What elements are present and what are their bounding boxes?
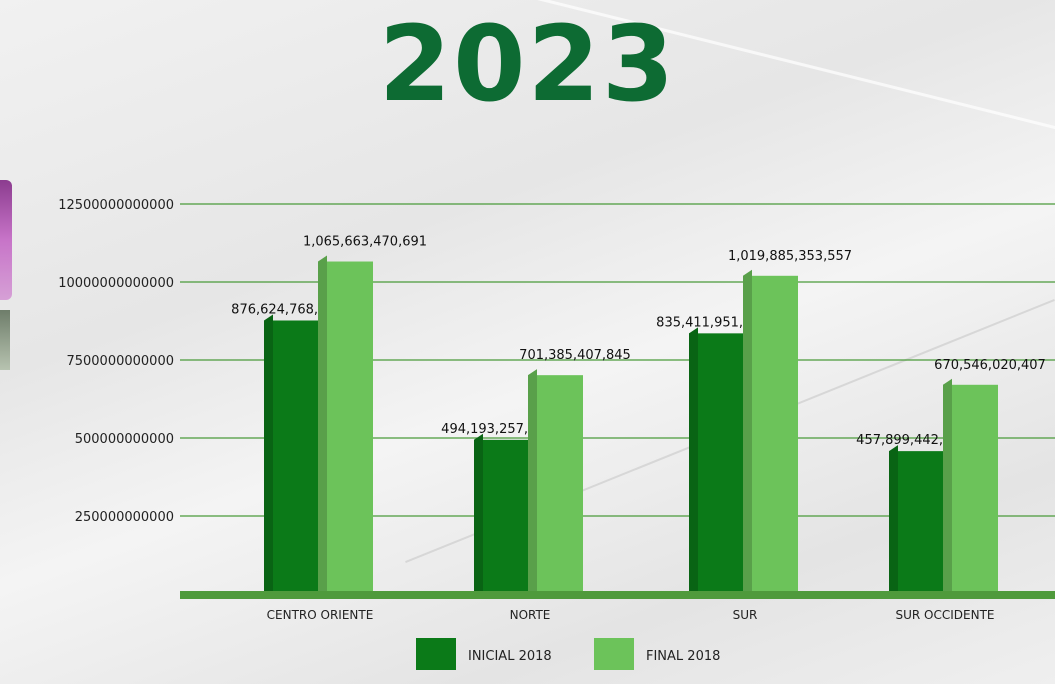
- legend-label: FINAL 2018: [646, 649, 720, 664]
- data-label: 1,065,663,470,691: [303, 235, 427, 250]
- legend-label: INICIAL 2018: [468, 649, 552, 664]
- x-category-label: CENTRO ORIENTE: [267, 608, 374, 622]
- bar-inicial: [689, 333, 744, 594]
- bar-inicial: [889, 451, 944, 594]
- bar-side: [318, 255, 327, 594]
- bar-final: [743, 275, 798, 594]
- data-label: 1,019,885,353,557: [728, 249, 852, 264]
- data-label: 835,411,951,000: [656, 315, 768, 330]
- data-label: 876,624,768,000: [231, 302, 343, 317]
- y-tick-label: 12500000000000: [58, 198, 174, 213]
- bar-side: [943, 378, 952, 594]
- bar-side: [474, 433, 483, 594]
- legend-swatch: [594, 638, 634, 670]
- y-tick-label: 250000000000: [75, 510, 174, 525]
- bar-final: [318, 261, 373, 594]
- data-label: 701,385,407,845: [519, 348, 631, 363]
- bar-side: [264, 314, 273, 594]
- data-label: 457,899,442,000: [856, 433, 968, 448]
- y-tick-label: 7500000000000: [66, 354, 174, 369]
- decorative-edge: [0, 180, 12, 300]
- data-label: 494,193,257,000: [441, 422, 553, 437]
- bar-side: [889, 445, 898, 594]
- chart-title: 2023: [378, 3, 677, 125]
- x-axis-baseline: [180, 591, 1055, 599]
- x-category-label: NORTE: [510, 608, 551, 622]
- data-label: 670,546,020,407: [934, 358, 1046, 373]
- decorative-edge: [0, 310, 10, 370]
- y-tick-label: 500000000000: [75, 432, 174, 447]
- bar-final: [943, 384, 998, 594]
- bar-inicial: [264, 320, 319, 594]
- x-category-label: SUR: [733, 608, 758, 622]
- y-tick-label: 10000000000000: [58, 276, 174, 291]
- x-category-label: SUR OCCIDENTE: [895, 608, 994, 622]
- bar-inicial: [474, 439, 529, 594]
- bar-side: [689, 327, 698, 594]
- legend-swatch: [416, 638, 456, 670]
- bar-final: [528, 375, 583, 594]
- bar-side: [528, 369, 537, 594]
- bar-side: [743, 269, 752, 594]
